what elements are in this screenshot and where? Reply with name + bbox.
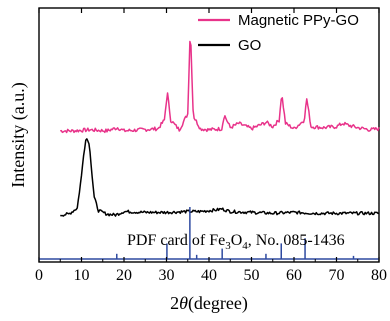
x-tick-label: 20 [116,267,132,284]
x-tick-label: 80 [371,267,387,284]
reference-label-sub-2: 4 [242,240,248,252]
reference-label-part-1: PDF card of Fe [127,232,225,249]
x-tick-label: 70 [329,267,345,284]
tick-layer: 0 10 20 30 40 50 60 70 80 [35,8,387,284]
x-axis-label: 2θ(degree) [170,293,248,314]
x-axis-label-part-2: (degree) [188,293,248,314]
x-tick-label: 60 [286,267,302,284]
x-axis-label-part-1: 2 [170,293,179,313]
reference-label-part-3: , No. 085-1436 [248,232,345,249]
x-tick-label: 50 [244,267,260,284]
series-line-go [60,138,380,217]
x-tick-label: 10 [74,267,90,284]
series-line-magnetic-ppy-go [60,40,380,134]
legend: Magnetic PPy-GO GO [198,12,359,54]
series-layer [60,40,380,217]
y-axis-label: Intensity (a.u.) [8,82,29,187]
x-tick-label: 40 [201,267,217,284]
x-axis-label-theta: θ [179,293,188,313]
reference-label-part-2: O [231,232,243,249]
x-tick-label: 30 [159,267,175,284]
legend-label-ppy-go: Magnetic PPy-GO [238,12,359,29]
legend-label-go: GO [238,37,261,54]
reference-label: PDF card of Fe3O4, No. 085-1436 [127,232,345,252]
reference-label-sub-1: 3 [225,240,231,252]
x-tick-label: 0 [35,267,43,284]
